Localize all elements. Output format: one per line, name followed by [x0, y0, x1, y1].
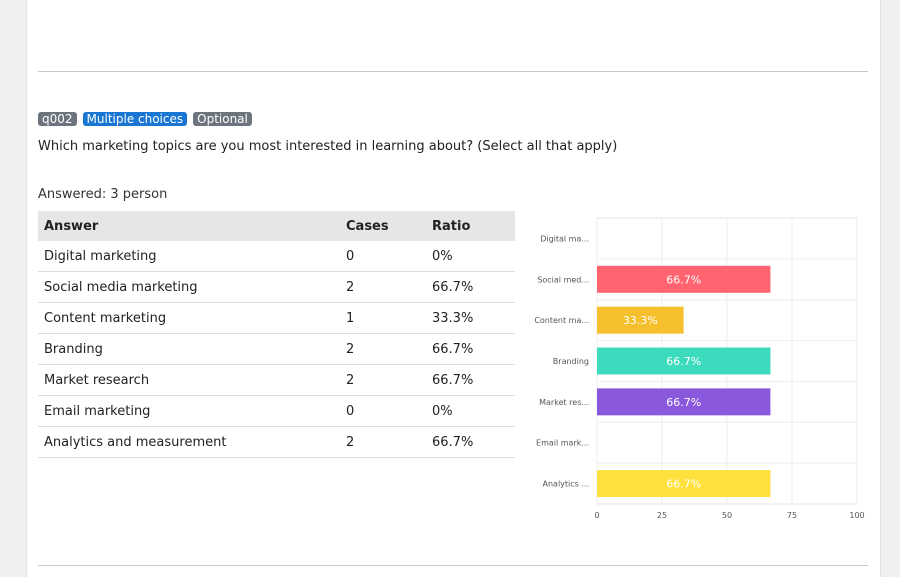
cases-cell: 0 [340, 241, 426, 272]
table-row: Content marketing 1 33.3% [38, 302, 515, 334]
cases-cell: 2 [340, 364, 426, 396]
table-row: Digital marketing 0 0% [38, 241, 515, 272]
answered-count: Answered: 3 person [38, 187, 168, 202]
data-label: 66.7% [666, 478, 701, 491]
question-text: Which marketing topics are you most inte… [38, 139, 618, 154]
category-label: Branding [553, 357, 589, 366]
ratio-bar-chart: 0 25 50 75 100 Digital ma... Social med... 66.7… [534, 217, 865, 520]
data-label: 33.3% [623, 314, 658, 327]
bar [597, 347, 771, 375]
bar [597, 265, 771, 293]
answer-cell: Analytics and measurement [38, 426, 340, 458]
x-tick-label: 25 [657, 511, 667, 520]
data-label: 66.7% [666, 396, 701, 409]
x-tick-label: 0 [594, 511, 599, 520]
ratio-cell: 66.7% [426, 271, 515, 303]
table-row: Analytics and measurement 2 66.7% [38, 426, 515, 458]
bar [597, 388, 771, 416]
ratio-cell: 66.7% [426, 333, 515, 365]
header-ratio: Ratio [426, 211, 515, 241]
data-label: 66.7% [666, 355, 701, 368]
answer-cell: Digital marketing [38, 241, 340, 272]
x-tick-label: 100 [849, 511, 864, 520]
optional-badge: Optional [193, 112, 252, 126]
x-tick-label: 50 [722, 511, 732, 520]
x-tick-label: 75 [787, 511, 797, 520]
header-answer: Answer [38, 211, 340, 241]
cases-cell: 1 [340, 302, 426, 334]
bar [597, 470, 771, 498]
answer-cell: Market research [38, 364, 340, 396]
cases-cell: 2 [340, 271, 426, 303]
divider-bottom [38, 565, 868, 566]
divider-top [38, 71, 868, 72]
table-row: Branding 2 66.7% [38, 333, 515, 365]
table-row: Social media marketing 2 66.7% [38, 271, 515, 303]
table-row: Market research 2 66.7% [38, 364, 515, 396]
category-label: Market res... [539, 398, 589, 407]
header-cases: Cases [340, 211, 426, 241]
ratio-cell: 0% [426, 241, 515, 272]
bar [597, 306, 684, 334]
table-row: Email marketing 0 0% [38, 395, 515, 427]
answer-cell: Content marketing [38, 302, 340, 334]
category-label: Digital ma... [540, 234, 589, 243]
cases-cell: 2 [340, 333, 426, 365]
category-label: Email mark... [536, 439, 589, 448]
answer-cell: Social media marketing [38, 271, 340, 303]
question-badges: q002 Multiple choices Optional [38, 112, 252, 126]
ratio-cell: 66.7% [426, 364, 515, 396]
ratio-cell: 33.3% [426, 302, 515, 334]
answer-cell: Email marketing [38, 395, 340, 427]
question-id-badge: q002 [38, 112, 77, 126]
answers-table: Answer Cases Ratio Digital marketing 0 0… [38, 211, 515, 458]
category-label: Analytics ... [543, 480, 590, 489]
cases-cell: 2 [340, 426, 426, 458]
category-label: Content ma... [534, 316, 589, 325]
ratio-cell: 66.7% [426, 426, 515, 458]
cases-cell: 0 [340, 395, 426, 427]
category-label: Social med... [537, 275, 589, 284]
answer-cell: Branding [38, 333, 340, 365]
data-label: 66.7% [666, 273, 701, 286]
question-type-badge: Multiple choices [82, 112, 188, 126]
ratio-cell: 0% [426, 395, 515, 427]
table-header-row: Answer Cases Ratio [38, 211, 515, 241]
